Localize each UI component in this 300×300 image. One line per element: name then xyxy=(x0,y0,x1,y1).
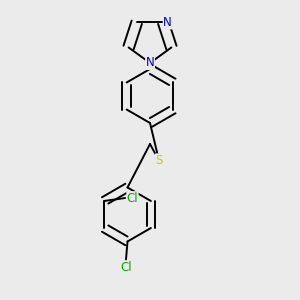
Text: N: N xyxy=(146,56,154,70)
Text: Cl: Cl xyxy=(127,191,138,205)
Text: N: N xyxy=(164,16,172,29)
Text: S: S xyxy=(155,154,163,167)
Text: Cl: Cl xyxy=(120,261,132,274)
